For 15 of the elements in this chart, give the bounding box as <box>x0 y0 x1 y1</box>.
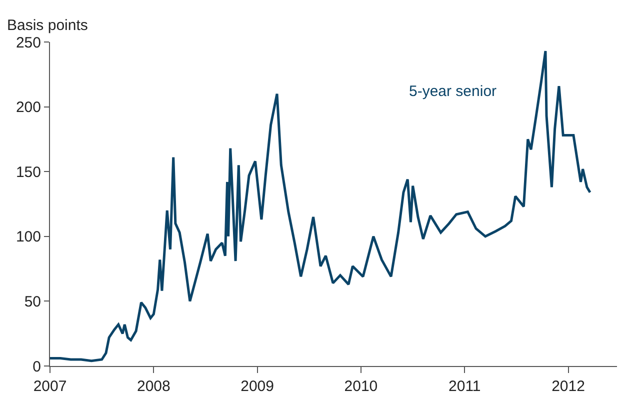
y-axis-title: Basis points <box>7 17 88 34</box>
y-tick-label: 200 <box>16 99 41 116</box>
annotation: 5-year senior <box>409 83 497 100</box>
y-tick-label: 100 <box>16 228 41 246</box>
y-tick-label: 250 <box>16 34 41 52</box>
x-tick-label: 2009 <box>240 378 274 395</box>
x-tick-label: 2012 <box>552 378 585 395</box>
y-tick-label: 50 <box>24 293 41 310</box>
x-tick-label: 2008 <box>136 378 170 395</box>
y-tick-label: 150 <box>16 164 41 181</box>
x-tick-label: 2007 <box>33 378 67 395</box>
y-tick-label: 0 <box>32 358 41 376</box>
x-tick-label: 2010 <box>344 378 378 395</box>
x-tick-label: 2011 <box>448 378 481 395</box>
line-series <box>50 50 592 362</box>
